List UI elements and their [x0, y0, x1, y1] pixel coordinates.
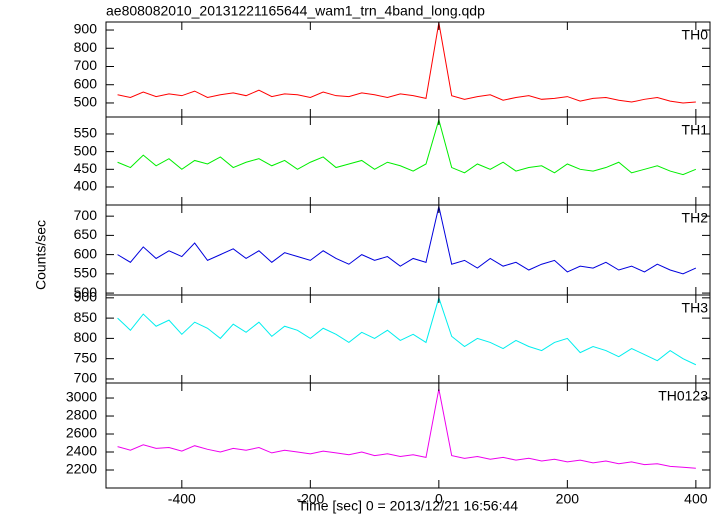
y-tick-label: 500	[74, 284, 98, 300]
data-line	[117, 22, 696, 104]
panel-label: TH2	[682, 210, 709, 226]
y-tick-label: 600	[74, 245, 98, 261]
panel-label: TH0123	[658, 388, 708, 404]
y-tick-label: 700	[74, 207, 98, 223]
data-line	[117, 206, 697, 275]
y-tick-label: 650	[74, 226, 98, 242]
x-tick-label: -200	[296, 491, 324, 507]
y-tick-label: 900	[74, 289, 98, 305]
y-tick-label: 600	[74, 75, 98, 91]
data-line	[117, 117, 697, 176]
x-tick-label: -400	[168, 491, 196, 507]
panel-label: TH1	[682, 122, 709, 138]
y-tick-label: 700	[74, 370, 98, 386]
y-tick-label: 550	[74, 125, 98, 141]
y-tick-label: 800	[74, 39, 98, 55]
y-tick-label: 800	[74, 329, 98, 345]
panel-frame	[105, 21, 711, 118]
panel-frame	[105, 382, 711, 489]
y-tick-label: 450	[74, 160, 98, 176]
panel-frame	[105, 204, 711, 296]
y-axis-label: Counts/sec	[33, 220, 49, 290]
x-tick-label: 200	[556, 491, 580, 507]
panel-label: TH3	[682, 300, 709, 316]
x-tick-label: 0	[435, 491, 443, 507]
y-tick-label: 750	[74, 349, 98, 365]
y-tick-label: 500	[74, 142, 98, 158]
y-tick-label: 2200	[66, 461, 97, 477]
y-tick-label: 550	[74, 265, 98, 281]
x-axis-label: Time [sec] 0 = 2013/12/21 16:56:44	[298, 498, 518, 514]
y-tick-label: 900	[74, 21, 98, 37]
chart-title: ae808082010_20131221165644_wam1_trn_4ban…	[106, 3, 485, 19]
y-tick-label: 700	[74, 57, 98, 73]
x-tick-label: 400	[684, 491, 708, 507]
y-tick-label: 850	[74, 309, 98, 325]
y-tick-label: 500	[74, 94, 98, 110]
panel-label: TH0	[682, 27, 709, 43]
y-tick-label: 3000	[66, 389, 97, 405]
y-tick-label: 400	[74, 178, 98, 194]
y-tick-label: 2800	[66, 407, 97, 423]
panel-frame	[105, 294, 711, 384]
y-tick-label: 2400	[66, 443, 97, 459]
y-tick-label: 2600	[66, 425, 97, 441]
data-line	[117, 296, 697, 366]
data-line	[117, 388, 696, 469]
